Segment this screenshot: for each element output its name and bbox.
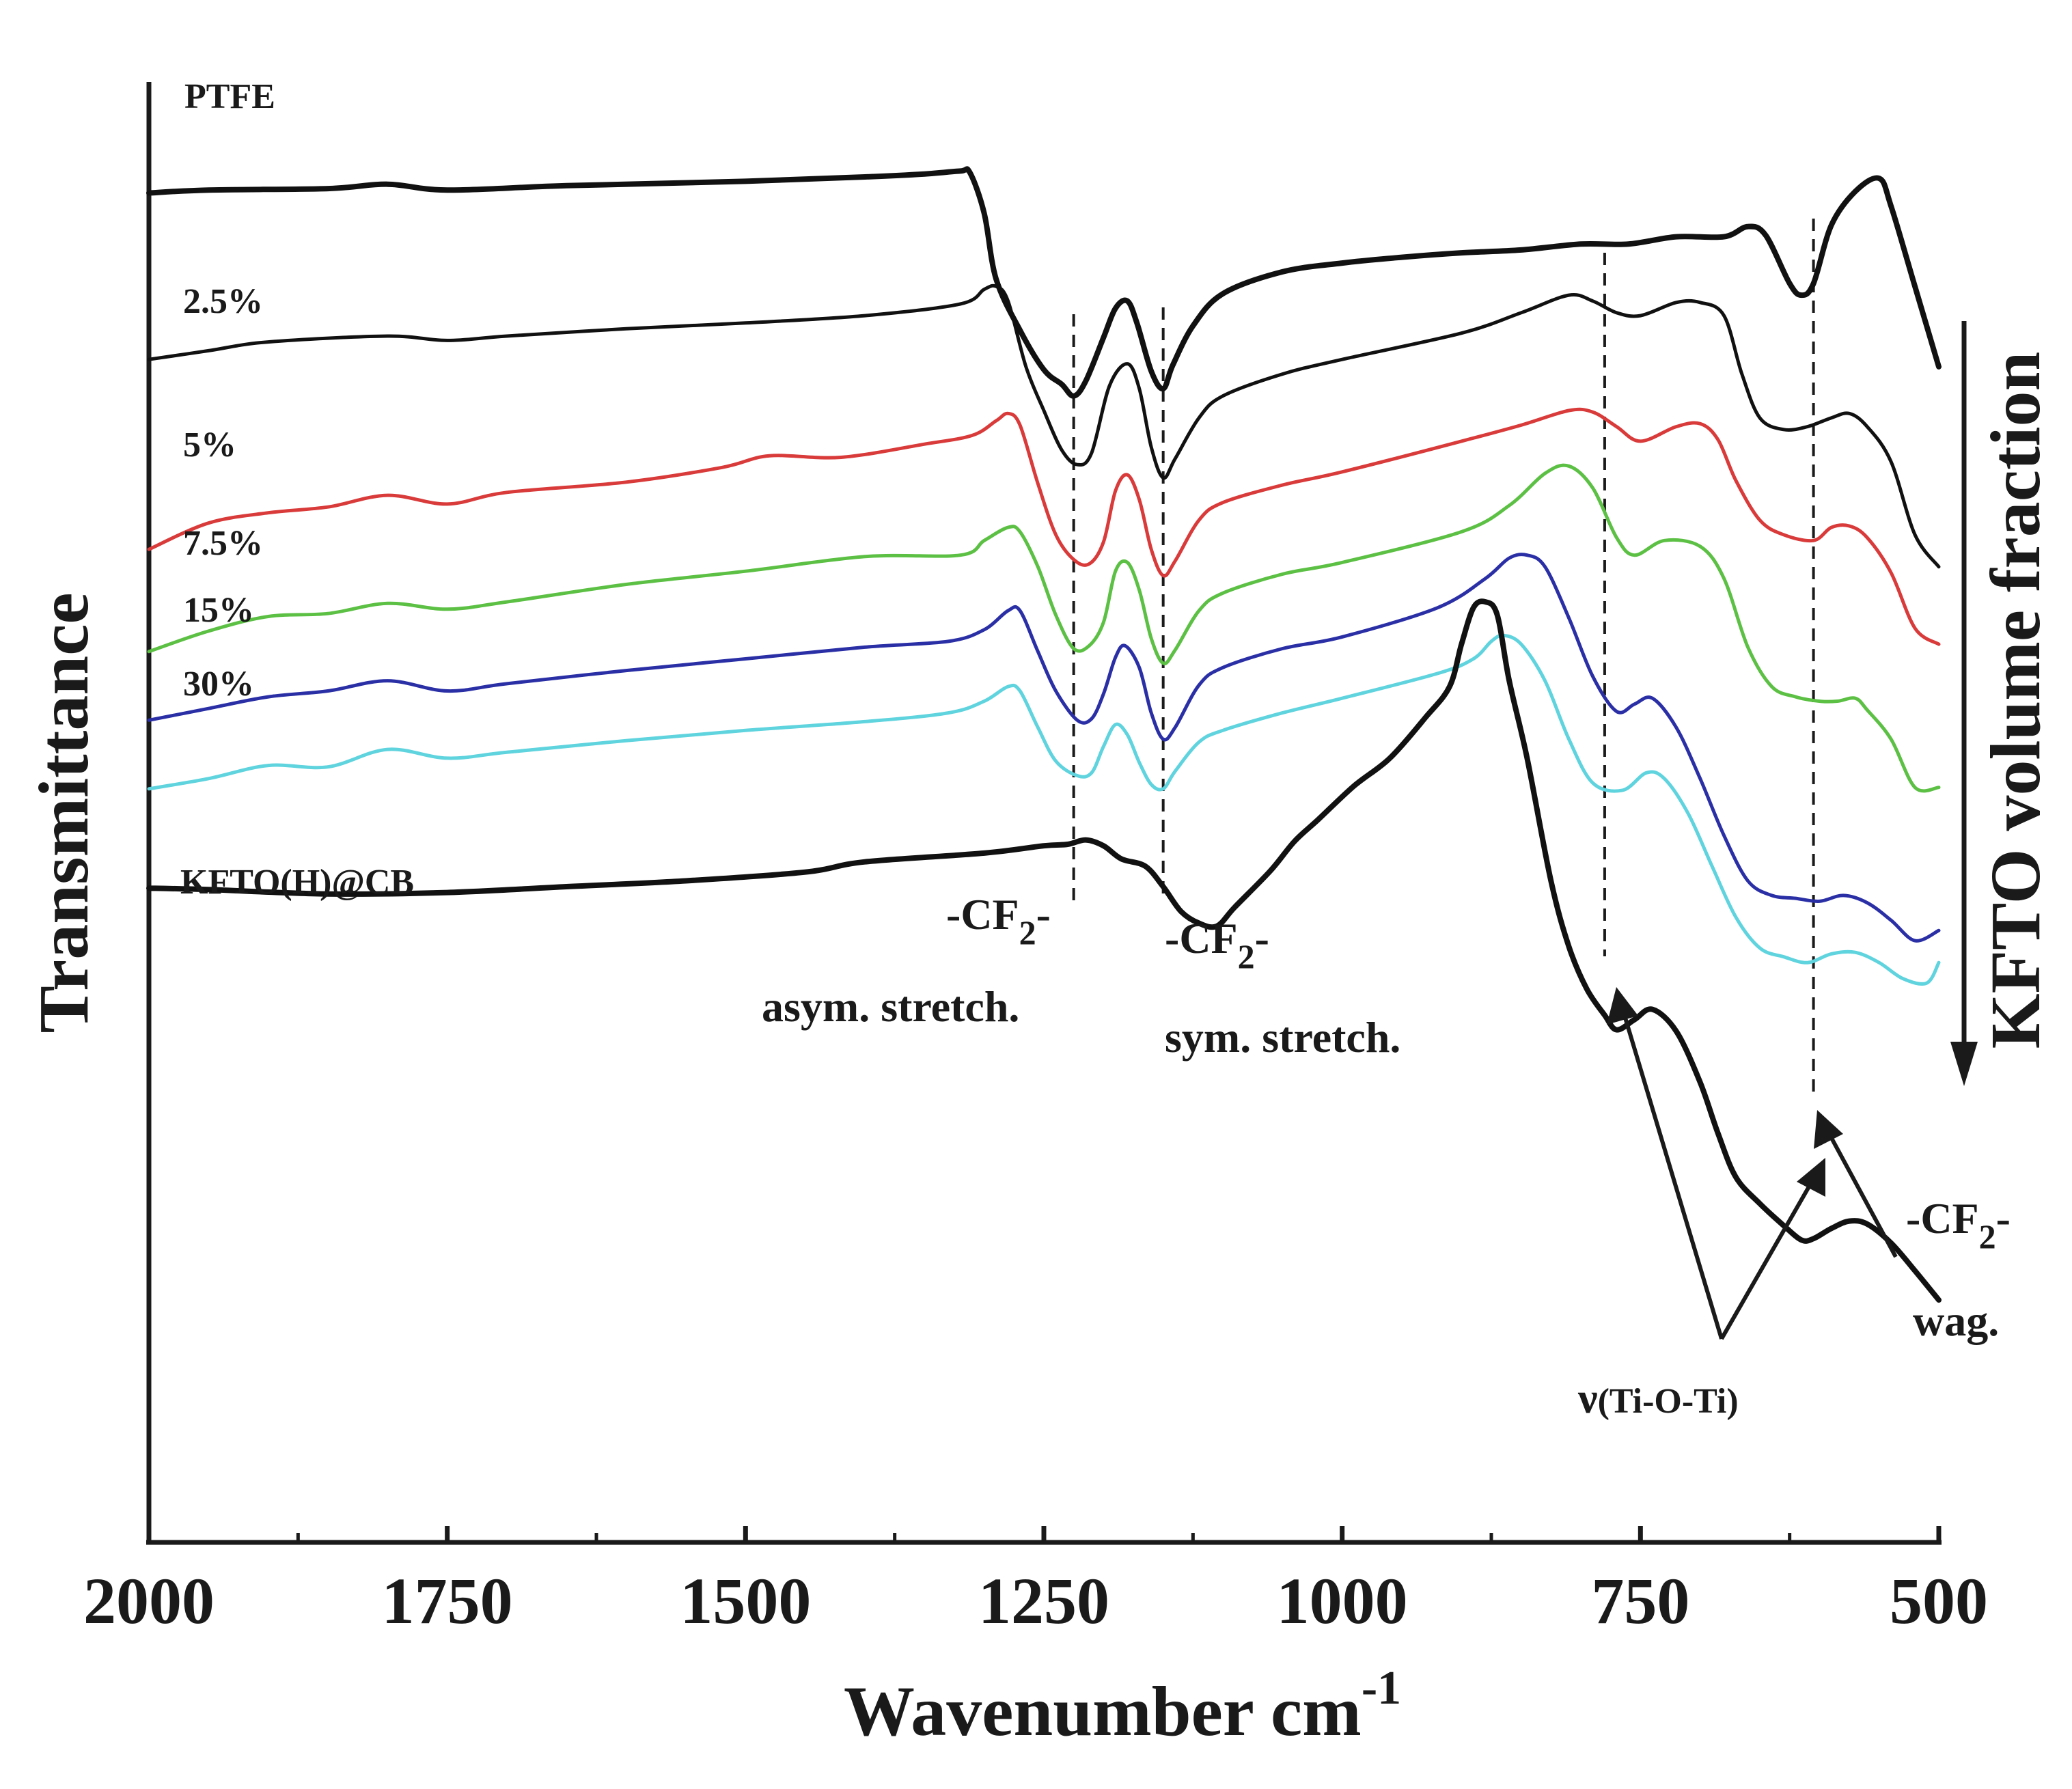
wag-arrow bbox=[1825, 1129, 1898, 1258]
axes bbox=[146, 82, 1942, 1545]
x-tick-label-750: 750 bbox=[1591, 1564, 1689, 1637]
series-line-4 bbox=[147, 553, 1941, 943]
tioti-label: ν(Ti-O-Ti) bbox=[1577, 1374, 1739, 1422]
series-line-5 bbox=[147, 633, 1941, 986]
asym-formula: -CF2- bbox=[946, 890, 1051, 952]
wag-arrowhead bbox=[1814, 1110, 1843, 1149]
label-7-5: 7.5% bbox=[183, 524, 263, 563]
asym-label: asym. stretch. bbox=[762, 982, 1019, 1031]
volume-fraction-arrowhead bbox=[1950, 1042, 1978, 1086]
x-tick-label-1250: 1250 bbox=[978, 1564, 1109, 1637]
wag-formula: -CF2- bbox=[1906, 1194, 2011, 1256]
volume-fraction-indicator: KFTO volume fraction bbox=[1950, 321, 2055, 1086]
x-axis-title: Wavenumber cm-1 bbox=[844, 1662, 1401, 1751]
label-30: 30% bbox=[183, 665, 254, 704]
volume-fraction-label: KFTO volume fraction bbox=[1976, 352, 2055, 1049]
annotation-sym: -CF2- sym. stretch. bbox=[1165, 914, 1400, 1062]
x-tick-label-1750: 1750 bbox=[382, 1564, 513, 1637]
series-labels: PTFE 2.5% 5% 7.5% 15% 30% KFTO(H)@CB bbox=[180, 77, 414, 902]
x-ticks bbox=[146, 1526, 1942, 1542]
label-2-5: 2.5% bbox=[183, 282, 263, 321]
sym-label: sym. stretch. bbox=[1165, 1013, 1400, 1062]
series-line-0 bbox=[146, 166, 1942, 399]
tioti-arrowhead-left bbox=[1607, 987, 1638, 1025]
series-line-6 bbox=[146, 598, 1942, 1303]
x-tick-label-2000: 2000 bbox=[83, 1564, 215, 1637]
y-axis-title: Transmittance bbox=[25, 592, 103, 1033]
sym-formula: -CF2- bbox=[1165, 914, 1269, 975]
label-5: 5% bbox=[183, 426, 236, 464]
tioti-arrow-right bbox=[1719, 1177, 1816, 1340]
tioti-arrowhead-right bbox=[1797, 1158, 1825, 1197]
wag-label: wag. bbox=[1913, 1296, 1999, 1345]
peak-guide-lines bbox=[1072, 219, 1815, 1100]
annotation-wag: -CF2- wag. bbox=[1906, 1194, 2011, 1345]
label-kfto: KFTO(H)@CB bbox=[180, 863, 414, 902]
x-axis-title-superscript: -1 bbox=[1362, 1662, 1401, 1715]
x-axis-title-main: Wavenumber cm bbox=[844, 1672, 1362, 1751]
annotation-tioti: ν(Ti-O-Ti) bbox=[1577, 1374, 1739, 1422]
annotation-asym: -CF2- asym. stretch. bbox=[762, 890, 1051, 1031]
annotation-arrows bbox=[1607, 987, 1898, 1340]
x-tick-labels: 2000 1750 1500 1250 1000 750 500 bbox=[83, 1564, 1988, 1637]
tioti-arrow-left bbox=[1621, 1010, 1724, 1340]
series-line-2 bbox=[147, 407, 1941, 646]
x-tick-label-500: 500 bbox=[1890, 1564, 1988, 1637]
series-line-3 bbox=[147, 463, 1941, 793]
series-line-1 bbox=[147, 283, 1941, 569]
label-ptfe: PTFE bbox=[184, 77, 275, 116]
x-tick-label-1000: 1000 bbox=[1277, 1564, 1408, 1637]
spectra bbox=[146, 166, 1942, 1303]
x-tick-label-1500: 1500 bbox=[680, 1564, 811, 1637]
label-15: 15% bbox=[183, 591, 254, 630]
